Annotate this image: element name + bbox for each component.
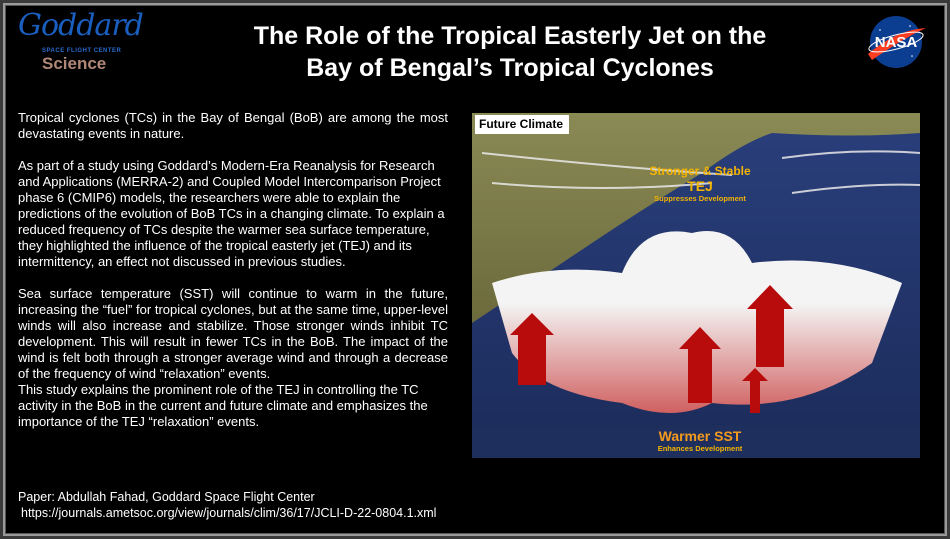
logo-goddard: Goddard: [18, 8, 144, 43]
future-climate-illustration: [472, 113, 920, 458]
paper-credit: Paper: Abdullah Fahad, Goddard Space Fli…: [18, 490, 315, 504]
title-line-1: The Role of the Tropical Easterly Jet on…: [253, 22, 767, 50]
tej-label: Stronger & Stable TEJ Suppresses Develop…: [620, 164, 780, 203]
goddard-science-logo: Goddard SPACE FLIGHT CENTER Science: [14, 8, 144, 73]
title-line-2: Bay of Bengal’s Tropical Cyclones: [306, 54, 714, 82]
logo-science: Science: [42, 54, 107, 73]
sst-label: Warmer SST Enhances Development: [620, 428, 780, 453]
page-title: The Role of the Tropical Easterly Jet on…: [190, 20, 830, 84]
paragraph-1: Tropical cyclones (TCs) in the Bay of Be…: [18, 110, 448, 141]
svg-text:NASA: NASA: [875, 34, 918, 51]
updraft-arrows: [510, 285, 793, 413]
footer-citation: Paper: Abdullah Fahad, Goddard Space Fli…: [18, 489, 436, 521]
paragraph-4: This study explains the prominent role o…: [18, 382, 428, 429]
paragraph-3: Sea surface temperature (SST) will conti…: [18, 286, 448, 381]
tej-effect: Suppresses Development: [654, 194, 746, 203]
logo-subtitle: SPACE FLIGHT CENTER: [42, 48, 122, 54]
tej-line-2: TEJ: [687, 178, 713, 194]
nasa-logo-icon: NASA: [868, 16, 926, 68]
future-climate-label: Future Climate: [475, 115, 570, 134]
sst-title: Warmer SST: [658, 428, 742, 444]
tej-line-1: Stronger & Stable: [649, 164, 751, 178]
paper-url[interactable]: https://journals.ametsoc.org/view/journa…: [21, 506, 437, 520]
paragraph-2: As part of a study using Goddard’s Moder…: [18, 158, 445, 269]
sst-effect: Enhances Development: [657, 444, 743, 453]
body-text: Tropical cyclones (TCs) in the Bay of Be…: [18, 110, 448, 446]
